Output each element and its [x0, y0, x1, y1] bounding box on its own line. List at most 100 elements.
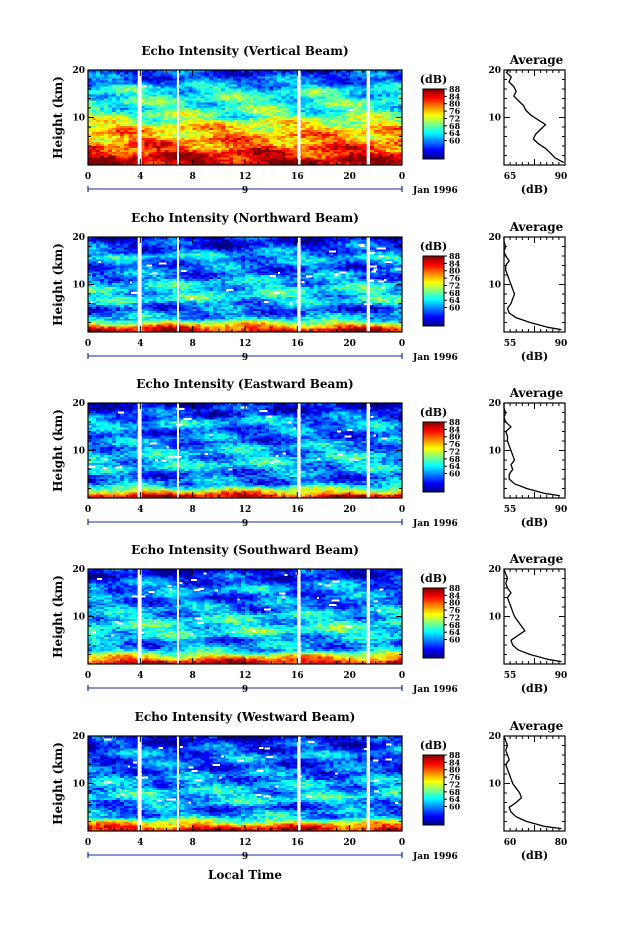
heatmap-cell	[325, 137, 331, 140]
heatmap-cell	[128, 131, 133, 134]
heatmap-cell	[281, 161, 286, 164]
heatmap-cell	[381, 139, 387, 142]
heatmap-cell	[204, 133, 210, 136]
heatmap-cell	[369, 131, 375, 134]
heatmap-cell	[281, 137, 286, 140]
heatmap-cell	[188, 147, 194, 150]
heatmap-cell	[144, 157, 149, 160]
heatmap-cell	[313, 159, 319, 162]
heatmap-cell	[180, 153, 186, 156]
heatmap-cell	[124, 131, 129, 134]
heatmap-cell	[341, 119, 347, 123]
heatmap-cell	[357, 127, 363, 130]
heatmap-cell	[349, 155, 355, 158]
heatmap-cell	[317, 125, 323, 128]
heatmap-cell	[265, 113, 270, 117]
heatmap-cell	[313, 139, 319, 142]
heatmap-cell	[180, 137, 186, 140]
heatmap-cell	[172, 131, 178, 134]
heatmap-cell	[265, 159, 270, 162]
heatmap-cell	[172, 145, 178, 148]
heatmap-cell	[289, 163, 294, 166]
heatmap-cell	[104, 145, 109, 148]
heatmap-cell	[329, 151, 335, 154]
heatmap-cell	[112, 117, 117, 121]
heatmap-cell	[273, 121, 278, 125]
heatmap-cell	[273, 145, 278, 148]
heatmap-cell	[180, 129, 186, 132]
heatmap-cell	[393, 143, 399, 146]
heatmap-cell	[369, 121, 375, 125]
heatmap-cell	[273, 129, 278, 132]
heatmap-cell	[273, 157, 278, 160]
heatmap-cell	[152, 111, 158, 115]
heatmap-cell	[236, 131, 242, 134]
heatmap-cell	[349, 143, 355, 146]
heatmap-cell	[321, 141, 327, 144]
heatmap-cell	[172, 159, 178, 162]
heatmap-cell	[353, 113, 359, 117]
heatmap-cell	[184, 125, 190, 128]
heatmap-cell	[156, 143, 162, 146]
heatmap-cell	[100, 159, 105, 162]
heatmap-cell	[369, 113, 375, 117]
heatmap-cell	[337, 119, 343, 123]
heatmap-cell	[369, 155, 375, 158]
heatmap-cell	[389, 111, 395, 115]
heatmap-cell	[385, 123, 391, 127]
heatmap-cell	[140, 147, 145, 150]
heatmap-cell	[397, 127, 403, 130]
heatmap-cell	[301, 141, 306, 144]
heatmap-cell	[257, 129, 262, 132]
heatmap-cell	[168, 133, 174, 136]
heatmap-cell	[393, 155, 399, 158]
heatmap-cell	[373, 119, 379, 123]
heatmap-cell	[224, 131, 230, 134]
heatmap-cell	[377, 111, 383, 115]
heatmap-cell	[184, 113, 190, 117]
heatmap-northward	[88, 237, 403, 333]
heatmap-cell	[397, 157, 403, 160]
heatmap-cell	[196, 155, 202, 158]
heatmap-cell	[120, 139, 125, 142]
heatmap-cell	[96, 137, 101, 140]
heatmap-cell	[341, 149, 347, 152]
heatmap-cell	[120, 121, 125, 125]
heatmap-cell	[120, 151, 125, 154]
heatmap-cell	[265, 123, 270, 127]
heatmap-cell	[273, 119, 278, 123]
heatmap-cell	[124, 135, 129, 138]
heatmap-cell	[353, 121, 359, 125]
heatmap-cell	[385, 135, 391, 138]
heatmap-cell	[301, 127, 306, 130]
heatmap-cell	[293, 143, 298, 146]
heatmap-cell	[172, 127, 178, 130]
heatmap-cell	[293, 153, 298, 156]
heatmap-cell	[232, 159, 238, 162]
heatmap-cell	[257, 149, 262, 152]
heatmap-cell	[341, 139, 347, 142]
heatmap-cell	[100, 111, 105, 115]
heatmap-cell	[381, 151, 387, 154]
heatmap-cell	[232, 151, 238, 154]
heatmap-cell	[208, 125, 214, 128]
heatmap-cell	[273, 163, 278, 166]
heatmap-cell	[132, 159, 137, 162]
heatmap-cell	[265, 139, 270, 142]
heatmap-cell	[337, 137, 343, 140]
heatmap-cell	[245, 149, 250, 152]
heatmap-cell	[285, 131, 290, 134]
heatmap-cell	[253, 147, 258, 150]
heatmap-cell	[269, 115, 274, 119]
heatmap-cell	[184, 141, 190, 144]
heatmap-cell	[257, 151, 262, 154]
heatmap-cell	[88, 123, 93, 127]
heatmap-cell	[132, 115, 137, 119]
heatmap-cell	[236, 153, 242, 156]
heatmap-cell	[216, 147, 222, 150]
heatmap-cell	[245, 163, 250, 166]
heatmap-cell	[116, 157, 121, 160]
heatmap-cell	[144, 159, 149, 162]
heatmap-cell	[144, 143, 149, 146]
heatmap-cell	[232, 121, 238, 125]
